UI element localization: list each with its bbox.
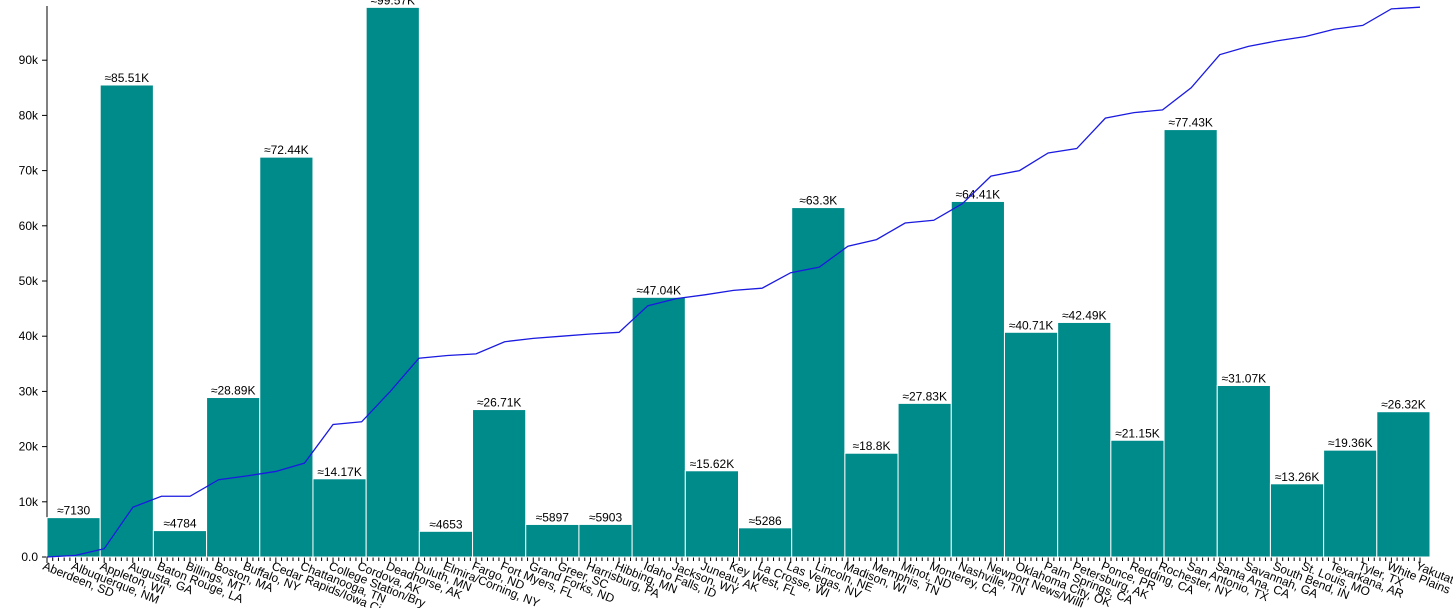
bar-value-label: ≈28.89K bbox=[211, 384, 256, 398]
bar-value-label: ≈15.62K bbox=[690, 457, 735, 471]
bar bbox=[259, 156, 314, 558]
bar-value-label: ≈85.51K bbox=[104, 71, 149, 85]
cumulative-line bbox=[46, 6, 1421, 558]
bar bbox=[1269, 483, 1325, 558]
bar bbox=[1110, 439, 1165, 558]
bar bbox=[950, 200, 1005, 558]
bar bbox=[631, 296, 686, 558]
bar bbox=[365, 6, 420, 558]
bar bbox=[738, 527, 793, 558]
bar bbox=[418, 530, 474, 558]
bar-value-label: ≈40.71K bbox=[1009, 318, 1054, 332]
bar bbox=[1057, 321, 1112, 558]
bar-value-label: ≈27.83K bbox=[902, 389, 947, 403]
bar-value-label: ≈7130 bbox=[57, 504, 91, 518]
bar-value-label: ≈5897 bbox=[536, 510, 570, 524]
y-tick-label: 0.0 bbox=[21, 550, 38, 564]
y-tick-label: 60k bbox=[19, 219, 39, 233]
y-tick-label: 70k bbox=[19, 164, 39, 178]
bar-value-label: ≈26.71K bbox=[477, 396, 522, 410]
y-tick-label: 80k bbox=[19, 108, 39, 122]
bar bbox=[472, 409, 527, 558]
bar-value-label: ≈19.36K bbox=[1328, 436, 1373, 450]
bar-value-label: ≈13.26K bbox=[1275, 470, 1320, 484]
bar bbox=[1376, 411, 1431, 558]
bar-value-label: ≈21.15K bbox=[1115, 426, 1160, 440]
bar-value-label: ≈18.8K bbox=[853, 439, 891, 453]
bar-value-label: ≈42.49K bbox=[1062, 308, 1107, 322]
bar bbox=[1163, 129, 1218, 558]
bar bbox=[578, 523, 633, 558]
bar-value-label: ≈47.04K bbox=[636, 283, 681, 297]
bar bbox=[1216, 384, 1271, 558]
bar bbox=[46, 517, 101, 558]
bar-value-label: ≈63.3K bbox=[799, 194, 837, 208]
bar-value-label: ≈4784 bbox=[163, 517, 197, 531]
bar bbox=[897, 402, 952, 558]
bar bbox=[844, 452, 899, 558]
bar-value-label: ≈99.57K bbox=[370, 0, 415, 7]
bar-value-label: ≈72.44K bbox=[264, 143, 309, 157]
y-tick-label: 90k bbox=[19, 53, 39, 67]
bar-value-label: ≈31.07K bbox=[1222, 371, 1267, 385]
y-tick-label: 10k bbox=[19, 495, 39, 509]
y-tick-label: 30k bbox=[19, 384, 39, 398]
y-tick-label: 20k bbox=[19, 440, 39, 454]
bar bbox=[152, 530, 208, 558]
bar-value-label: ≈64.41K bbox=[956, 187, 1001, 201]
bar bbox=[1323, 449, 1378, 558]
bar-value-label: ≈26.32K bbox=[1381, 398, 1426, 412]
bar-value-label: ≈77.43K bbox=[1168, 116, 1213, 130]
bar bbox=[791, 207, 846, 558]
bar bbox=[684, 470, 739, 558]
bar bbox=[1003, 331, 1059, 558]
bar bbox=[525, 523, 580, 558]
bar-value-label: ≈5286 bbox=[748, 514, 782, 528]
bar-value-label: ≈14.17K bbox=[317, 465, 362, 479]
bar-value-label: ≈5903 bbox=[589, 510, 623, 524]
y-tick-label: 50k bbox=[19, 274, 39, 288]
bar bbox=[99, 84, 154, 558]
y-tick-label: 40k bbox=[19, 329, 39, 343]
bar bbox=[312, 478, 367, 558]
bar-value-label: ≈4653 bbox=[429, 517, 463, 531]
